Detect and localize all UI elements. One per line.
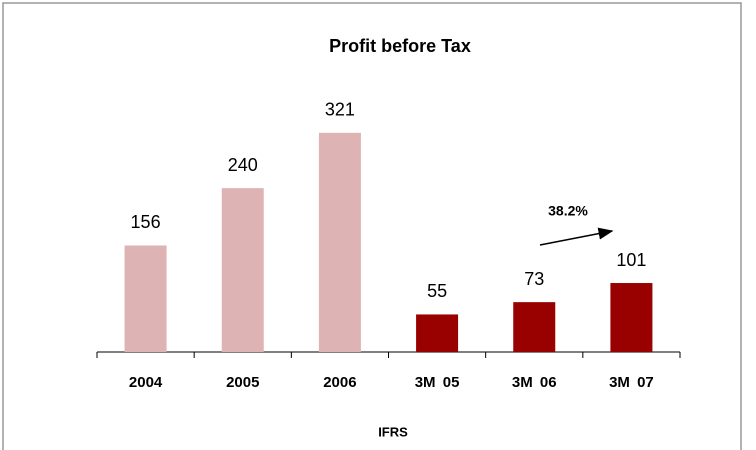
bar <box>416 314 459 352</box>
bar <box>221 188 264 352</box>
data-label: 101 <box>616 250 646 270</box>
x-axis-label: IFRS <box>378 424 408 439</box>
x-tick-label: 3M 06 <box>512 374 557 391</box>
x-tick-label: 3M 05 <box>415 374 460 391</box>
annotation-arrow <box>539 227 614 246</box>
x-tick-label: 2005 <box>226 374 259 391</box>
x-tick-label: 2004 <box>129 374 163 391</box>
data-label: 156 <box>131 212 161 232</box>
data-label: 73 <box>524 269 544 289</box>
data-label: 55 <box>427 281 447 301</box>
chart-frame <box>2 2 742 450</box>
bar <box>513 302 556 352</box>
bar <box>124 245 167 352</box>
x-tick-label: 2006 <box>323 374 356 391</box>
annotation: 38.2% <box>548 203 588 219</box>
data-label: 240 <box>228 155 258 175</box>
bar <box>318 132 361 352</box>
x-tick-label: 3M 07 <box>609 374 654 391</box>
bar <box>610 283 653 352</box>
chart-title: Profit before Tax <box>329 36 471 56</box>
data-label: 321 <box>325 100 355 120</box>
